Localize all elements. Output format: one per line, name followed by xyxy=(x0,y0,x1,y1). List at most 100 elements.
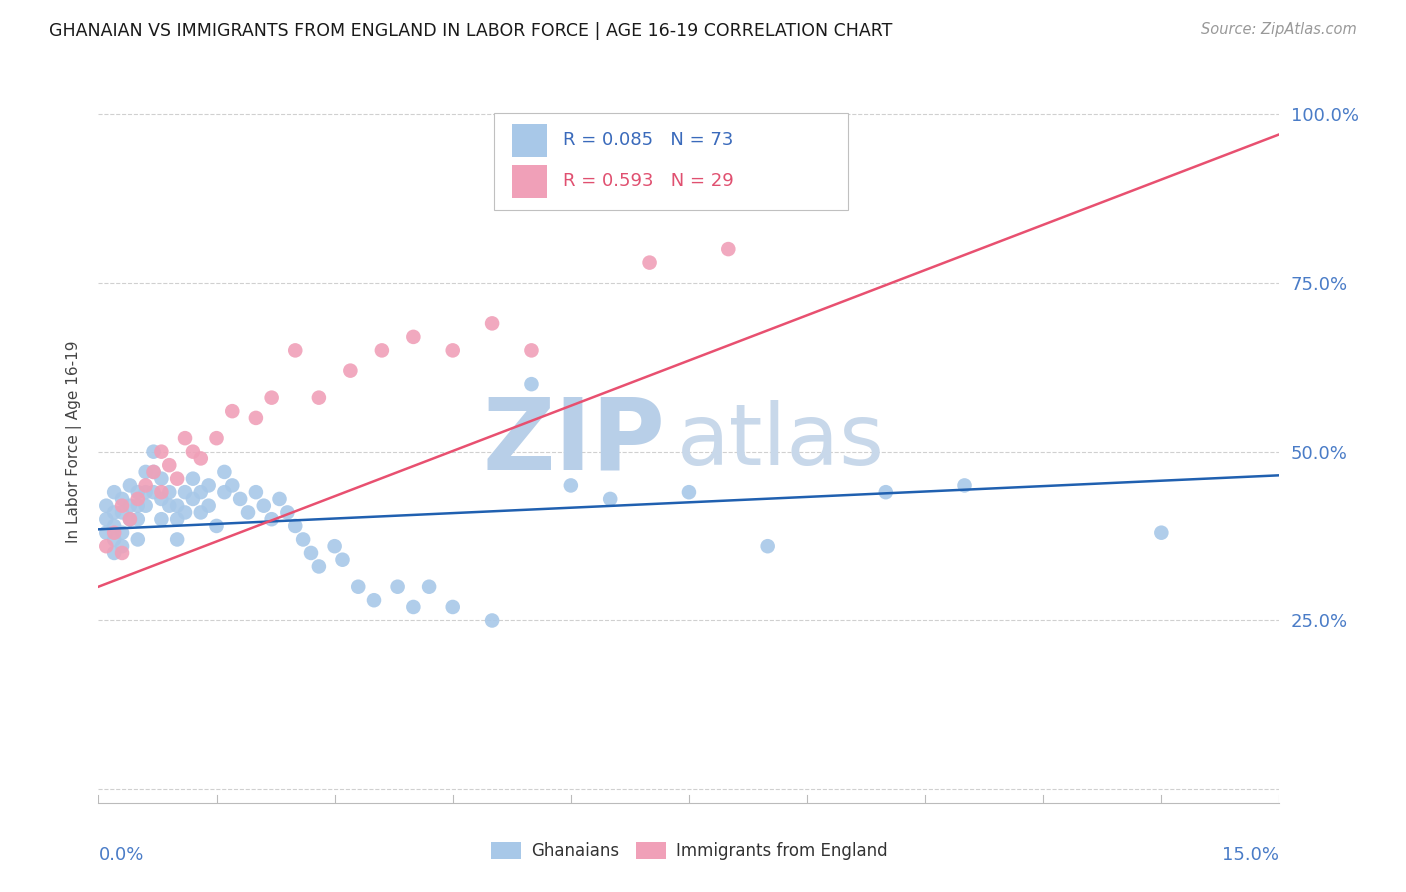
Point xyxy=(560,478,582,492)
Point xyxy=(142,465,165,479)
Bar xyxy=(512,124,547,156)
Point xyxy=(103,485,125,500)
Point xyxy=(332,552,354,566)
Y-axis label: In Labor Force | Age 16-19: In Labor Force | Age 16-19 xyxy=(66,340,82,543)
Point xyxy=(284,343,307,358)
Point xyxy=(166,499,188,513)
Point xyxy=(118,499,141,513)
Legend: Ghanaians, Immigrants from England: Ghanaians, Immigrants from England xyxy=(484,835,894,867)
Point xyxy=(253,499,276,513)
Point xyxy=(520,343,543,358)
Point xyxy=(756,539,779,553)
Point xyxy=(118,512,141,526)
Point xyxy=(96,525,118,540)
Point xyxy=(190,485,212,500)
Point xyxy=(174,485,197,500)
Point xyxy=(236,505,259,519)
Text: R = 0.593   N = 29: R = 0.593 N = 29 xyxy=(562,172,734,190)
Point xyxy=(166,472,188,486)
Point xyxy=(245,485,267,500)
Point xyxy=(284,519,307,533)
Point xyxy=(103,546,125,560)
Point xyxy=(150,444,173,458)
Point xyxy=(111,499,134,513)
Point xyxy=(197,478,219,492)
Point xyxy=(150,512,173,526)
Text: R = 0.085   N = 73: R = 0.085 N = 73 xyxy=(562,131,733,149)
Point xyxy=(142,465,165,479)
Point xyxy=(103,505,125,519)
Point xyxy=(402,330,425,344)
Point xyxy=(181,444,204,458)
Point xyxy=(96,539,118,553)
Bar xyxy=(512,165,547,198)
Point xyxy=(181,491,204,506)
Text: 15.0%: 15.0% xyxy=(1222,847,1279,864)
Point xyxy=(190,505,212,519)
Point xyxy=(135,465,157,479)
Point xyxy=(717,242,740,256)
Point xyxy=(111,546,134,560)
Point xyxy=(323,539,346,553)
Point xyxy=(308,391,330,405)
Point xyxy=(276,505,298,519)
Point xyxy=(875,485,897,500)
Point xyxy=(135,478,157,492)
Point xyxy=(214,465,236,479)
Point xyxy=(197,499,219,513)
Text: 0.0%: 0.0% xyxy=(98,847,143,864)
Point xyxy=(221,404,243,418)
Point xyxy=(135,485,157,500)
Point xyxy=(174,505,197,519)
Point xyxy=(142,444,165,458)
Point xyxy=(308,559,330,574)
Point xyxy=(260,391,283,405)
Point xyxy=(111,539,134,553)
Point xyxy=(157,485,180,500)
Point xyxy=(269,491,291,506)
Text: atlas: atlas xyxy=(678,400,886,483)
Point xyxy=(387,580,409,594)
Point xyxy=(363,593,385,607)
Point xyxy=(339,364,361,378)
Point xyxy=(599,491,621,506)
Point xyxy=(371,343,394,358)
Point xyxy=(953,478,976,492)
Point xyxy=(214,485,236,500)
Point xyxy=(135,499,157,513)
Point xyxy=(103,525,125,540)
Point xyxy=(205,431,228,445)
Point xyxy=(638,255,661,269)
Point xyxy=(127,491,149,506)
Point xyxy=(481,317,503,331)
Point xyxy=(441,343,464,358)
Text: Source: ZipAtlas.com: Source: ZipAtlas.com xyxy=(1201,22,1357,37)
Point xyxy=(205,519,228,533)
Point xyxy=(229,491,252,506)
Point xyxy=(245,411,267,425)
Point xyxy=(157,458,180,472)
Point xyxy=(166,512,188,526)
Point xyxy=(441,599,464,614)
Point xyxy=(127,499,149,513)
Point xyxy=(103,519,125,533)
Point xyxy=(111,525,134,540)
Point xyxy=(520,377,543,392)
Point xyxy=(221,478,243,492)
Point xyxy=(150,485,173,500)
Point xyxy=(142,485,165,500)
Point xyxy=(481,614,503,628)
Point xyxy=(190,451,212,466)
Point xyxy=(111,491,134,506)
Point xyxy=(292,533,315,547)
Point xyxy=(118,478,141,492)
Point xyxy=(127,533,149,547)
Point xyxy=(150,491,173,506)
Point xyxy=(166,533,188,547)
Point xyxy=(1150,525,1173,540)
Point xyxy=(118,512,141,526)
Point xyxy=(103,533,125,547)
Point xyxy=(402,599,425,614)
Point xyxy=(96,499,118,513)
Point xyxy=(157,499,180,513)
